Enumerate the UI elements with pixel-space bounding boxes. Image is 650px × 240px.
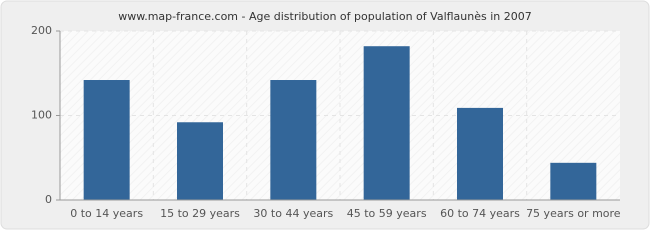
x-tick-label: 75 years or more <box>526 207 621 220</box>
bar <box>550 162 597 200</box>
x-tick-label: 15 to 29 years <box>160 207 240 220</box>
y-tick-label: 200 <box>31 24 52 37</box>
bar <box>363 46 410 201</box>
x-tick-label: 0 to 14 years <box>70 207 143 220</box>
x-tick-label: 60 to 74 years <box>440 207 520 220</box>
bar <box>177 122 223 200</box>
x-tick-label: 45 to 59 years <box>347 207 427 220</box>
bar <box>83 80 130 200</box>
bar <box>457 107 503 200</box>
chart: www.map-france.com - Age distribution of… <box>0 0 650 230</box>
y-tick-label: 0 <box>45 193 52 206</box>
bar <box>270 80 317 200</box>
x-tick-label: 30 to 44 years <box>253 207 333 220</box>
chart-title: www.map-france.com - Age distribution of… <box>118 10 532 23</box>
y-tick-label: 100 <box>31 109 52 122</box>
